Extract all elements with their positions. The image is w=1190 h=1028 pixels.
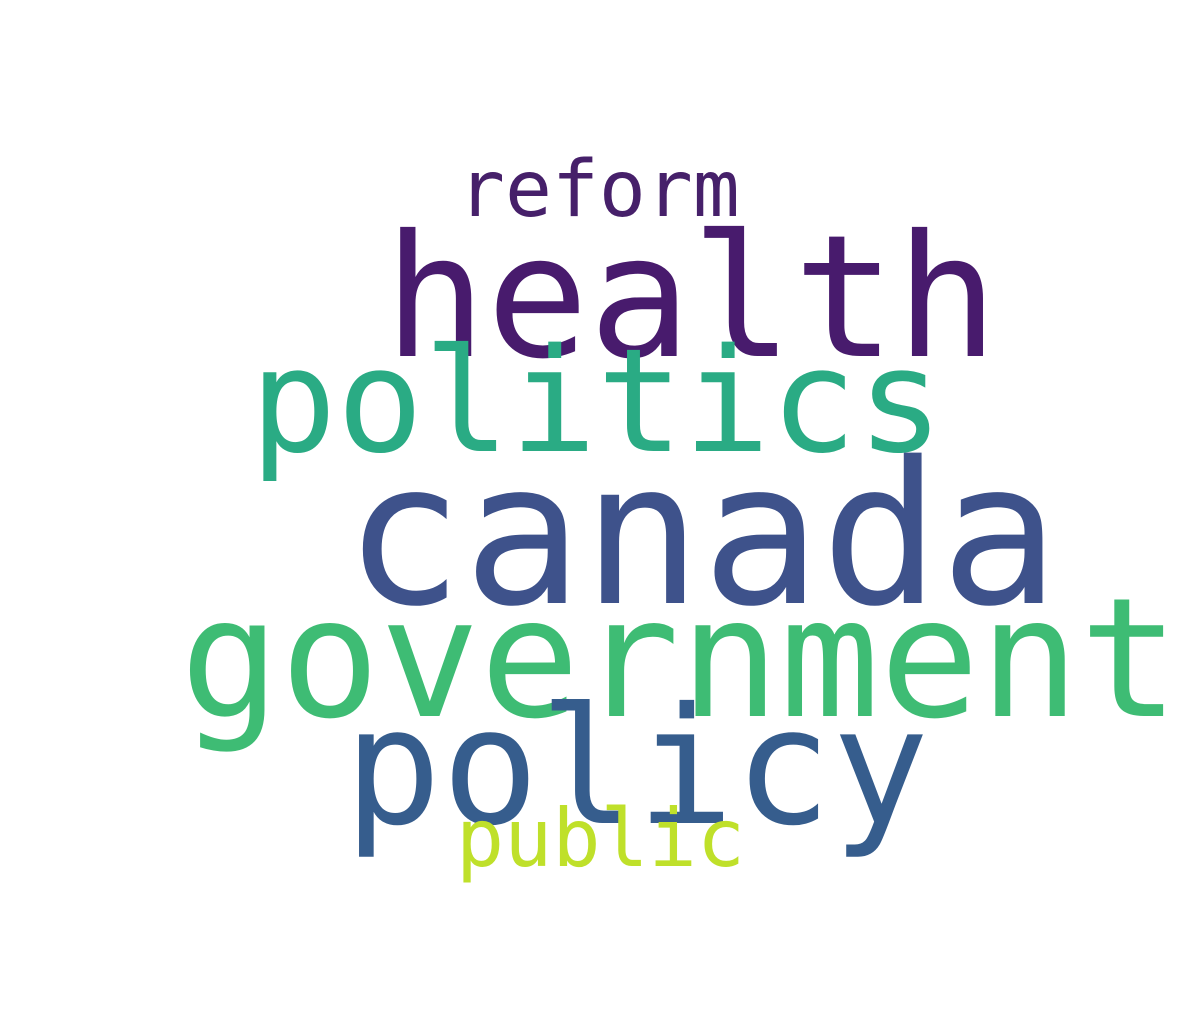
- word-public: public: [456, 792, 745, 885]
- word-policy: policy: [344, 674, 930, 862]
- word-politics: politics: [250, 317, 944, 485]
- word-health: health: [384, 199, 999, 397]
- word-canada: canada: [344, 419, 1060, 650]
- word-reform: reform: [458, 145, 740, 235]
- word-government: government: [180, 563, 1180, 756]
